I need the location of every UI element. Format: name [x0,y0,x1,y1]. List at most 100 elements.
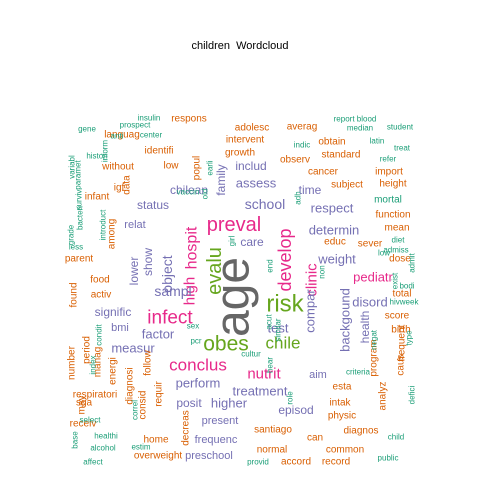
word-139: prospect [120,121,151,130]
word-36: signific [95,305,132,319]
word-33: show [141,248,155,276]
word-44: aim [309,369,327,381]
word-2: risk [266,291,304,318]
word-162: similar [274,318,283,341]
word-100: period [82,336,93,364]
word-68: record [322,457,350,468]
word-42: time [299,183,322,197]
word-135: latin [370,137,385,146]
word-4: evalu [204,247,226,295]
word-140: anti [111,132,124,141]
word-94: score [385,311,410,322]
word-57: sever [358,239,383,250]
word-20: factor [142,327,175,342]
word-69: home [143,435,168,446]
word-112: select [80,416,102,425]
word-87: identifi [145,146,174,157]
word-107: analyz [378,382,389,411]
word-5: infect [147,308,193,329]
word-8: develop [275,228,295,291]
word-114: alcohol [90,444,116,453]
word-117: base [71,431,80,449]
word-102: respiratori [73,390,117,401]
word-26: compar [303,289,318,333]
word-101: sga [76,398,93,409]
word-59: program [369,339,380,376]
word-28: disord [352,295,387,310]
word-55: height [379,179,406,190]
word-118: correl [131,400,140,420]
word-40: health [358,311,372,344]
word-31: includ [235,159,266,173]
word-34: lower [127,257,141,286]
word-72: follow [143,349,154,375]
word-137: insulin [138,114,161,123]
word-106: decreas [181,410,192,446]
word-84: igf [114,183,125,194]
word-46: frequenc [195,434,238,446]
word-96: total [393,289,412,300]
word-151: old [201,189,210,200]
word-103: may [77,396,88,415]
word-134: median [347,124,373,133]
word-159: pcr [190,337,201,346]
word-62: physic [328,411,356,422]
word-65: common [326,445,364,456]
word-146: surviv [75,190,84,211]
word-16: sampl [154,283,191,299]
word-18: assess [236,176,277,191]
word-66: normal [257,445,288,456]
word-143: inform [101,140,110,163]
word-14: school [245,196,285,212]
word-109: frequent [397,324,408,361]
word-25: weight [317,252,356,267]
word-88: languag [104,130,140,141]
word-45: present [202,415,239,427]
word-99: number [67,345,78,380]
word-163: index [89,355,98,374]
word-142: histori [86,152,108,161]
word-29: pediatr [353,270,393,285]
word-19: perform [176,376,221,391]
word-169: low [378,249,390,258]
word-141: center [140,131,163,140]
word-3: obes [203,333,249,356]
word-129: admiss [383,246,408,255]
word-166: negat [370,329,379,350]
word-12: nutrit [247,366,281,383]
word-130: refer [380,155,397,164]
word-6: preval [207,214,261,236]
word-13: clinic [304,263,321,297]
word-127: admit [408,252,417,272]
word-32: chilean [170,183,208,197]
word-22: higher [211,396,248,411]
word-110: import [375,167,403,178]
word-71: can [307,433,323,444]
word-155: end [266,259,275,272]
word-104: receiv [70,419,97,430]
word-126: bodi [399,282,414,291]
word-113: healthi [94,432,118,441]
word-149: less [69,243,83,252]
word-74: food [90,275,109,286]
word-150: introduct [99,209,108,240]
word-86: data [122,175,133,195]
word-83: among [107,219,118,250]
word-167: exist [391,272,400,289]
word-35: care [240,235,264,249]
word-119: provid [247,458,269,467]
word-131: treat [394,144,411,153]
word-49: cancer [308,167,339,178]
word-41: family [214,164,228,195]
word-73: requir [154,381,165,407]
word-161: hear [266,357,275,373]
word-157: acut [265,314,274,330]
word-61: intak [329,398,351,409]
word-165: role [286,391,295,405]
word-60: esta [333,382,352,393]
word-125: hivweek [390,298,420,307]
word-121: child [388,433,404,442]
word-11: high [182,277,199,305]
word-120: public [378,454,399,463]
